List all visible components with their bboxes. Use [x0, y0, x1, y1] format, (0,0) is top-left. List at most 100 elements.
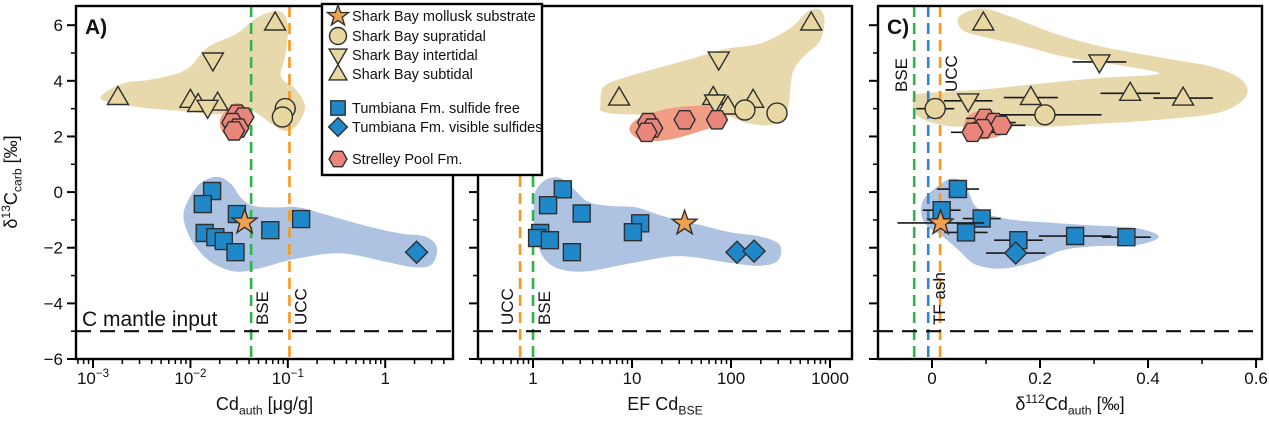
x-tick-label: 0.2 — [1028, 369, 1052, 388]
region-blob-0 — [599, 8, 825, 126]
square-marker — [956, 223, 976, 242]
x-tick-label: 10−1 — [272, 367, 304, 388]
series-visible_sulfides — [986, 241, 1046, 265]
series-supratidal — [916, 97, 1102, 126]
diamond-marker — [404, 240, 429, 265]
panel-frame — [74, 4, 455, 361]
series-sulfide_free — [193, 181, 311, 262]
region-blob-0 — [912, 8, 1248, 127]
square-marker — [226, 242, 245, 262]
hexagon-marker — [635, 122, 658, 143]
x-tick-label: 10 — [623, 369, 642, 388]
y-tick-label: 2 — [54, 127, 63, 146]
legend-item: Tumbiana Fm. sulfide free — [330, 100, 520, 117]
legend-box: Shark Bay mollusk substrate Shark Bay sup… — [320, 2, 544, 177]
series-strelley — [635, 110, 729, 143]
square-marker — [538, 195, 558, 215]
diamond-marker — [1003, 241, 1028, 265]
legend-frame — [320, 2, 544, 177]
tri-down-marker — [706, 51, 731, 72]
star-marker — [325, 2, 351, 27]
hexagon-marker — [961, 122, 984, 143]
tri-up-marker — [106, 85, 130, 106]
square-marker — [1065, 226, 1085, 246]
legend-label: Shark Bay mollusk substrate — [352, 9, 536, 25]
hexagon-marker — [705, 110, 729, 130]
square-marker — [291, 209, 311, 229]
x-tick-label: 10−2 — [174, 367, 206, 388]
legend-label: Tumbiana Fm. visible sulfides — [352, 120, 542, 136]
square-marker — [562, 242, 582, 262]
square-marker — [572, 204, 591, 223]
legend-item: Shark Bay supratidal — [328, 26, 486, 46]
panel-frame — [876, 4, 1264, 361]
square-marker — [193, 194, 213, 214]
square-marker — [330, 100, 346, 116]
x-axis-B: 1 10 100 1000 EF CdBSE — [480, 359, 849, 418]
square-marker — [623, 222, 643, 242]
hexagon-marker — [989, 115, 1013, 136]
series-mollusk — [897, 207, 984, 236]
legend-item: Strelley Pool Fm. — [328, 150, 462, 168]
circle-marker — [924, 97, 946, 120]
series-subtidal — [971, 10, 1213, 106]
y-axis-C — [869, 24, 878, 360]
x-tick-label: 0 — [927, 369, 936, 388]
vline-label-ucc: UCC — [498, 288, 517, 325]
square-marker — [540, 230, 560, 250]
legend-label: Shark Bay intertidal — [352, 48, 478, 64]
vline-label-ucc: UCC — [291, 288, 310, 325]
c-mantle-input-label: C mantle input — [82, 308, 218, 331]
tri-up-marker — [799, 10, 823, 31]
tri-up-marker — [1171, 85, 1195, 106]
x-tick-label: 10−3 — [77, 367, 109, 388]
series-mollusk — [670, 208, 699, 236]
panel-frame — [476, 4, 854, 361]
star-marker — [230, 206, 259, 235]
tri-down-marker — [201, 52, 225, 73]
tri-down-marker — [195, 99, 220, 120]
tri-down-marker — [956, 93, 980, 114]
vline-label-bse: BSE — [253, 291, 272, 325]
circle-marker — [1034, 104, 1056, 126]
circle-marker — [766, 102, 788, 124]
hexagon-marker — [673, 110, 696, 130]
hexagon-marker — [222, 121, 246, 141]
x-axis-A: 10−3 10−2 10−1 1 Cdauth [μg/g] — [77, 359, 445, 418]
series-intertidal — [943, 54, 1127, 114]
tri-down-marker — [327, 48, 349, 66]
series-intertidal — [703, 51, 731, 115]
x-tick-label: 0.4 — [1136, 369, 1160, 388]
y-tick-label: −4 — [44, 294, 63, 313]
x-tick-label: 100 — [717, 369, 745, 388]
y-axis-title: δ13Ccarb [‰] — [0, 135, 25, 228]
legend-item: Shark Bay intertidal — [327, 48, 478, 66]
legend-item: Shark Bay mollusk substrate — [325, 2, 536, 27]
x-axis-title: EF CdBSE — [627, 394, 702, 418]
series-visible_sulfides — [404, 240, 429, 265]
x-tick-label: 1 — [528, 369, 537, 388]
series-strelley — [950, 108, 1026, 143]
panel-label-A: A) — [85, 16, 107, 39]
y-tick-label: −6 — [44, 350, 63, 369]
tri-up-marker — [1019, 85, 1043, 106]
series-supratidal — [734, 99, 788, 124]
vline-label-bse: BSE — [892, 58, 911, 92]
tri-up-marker — [1118, 80, 1142, 102]
series-mollusk — [230, 206, 259, 235]
diamond-marker — [725, 240, 749, 265]
y-tick-label: −2 — [44, 239, 63, 258]
tri-up-marker — [607, 85, 631, 106]
square-marker — [553, 180, 572, 199]
square-marker — [1117, 227, 1136, 247]
region-blob-0 — [100, 10, 306, 132]
x-axis-title: Cdauth [μg/g] — [216, 394, 313, 418]
legend-label: Tumbiana Fm. sulfide free — [352, 101, 520, 117]
series-sulfide_free — [922, 179, 1151, 250]
tri-down-marker — [703, 94, 727, 115]
x-tick-label: 1000 — [811, 369, 849, 388]
tri-up-marker — [971, 10, 996, 31]
